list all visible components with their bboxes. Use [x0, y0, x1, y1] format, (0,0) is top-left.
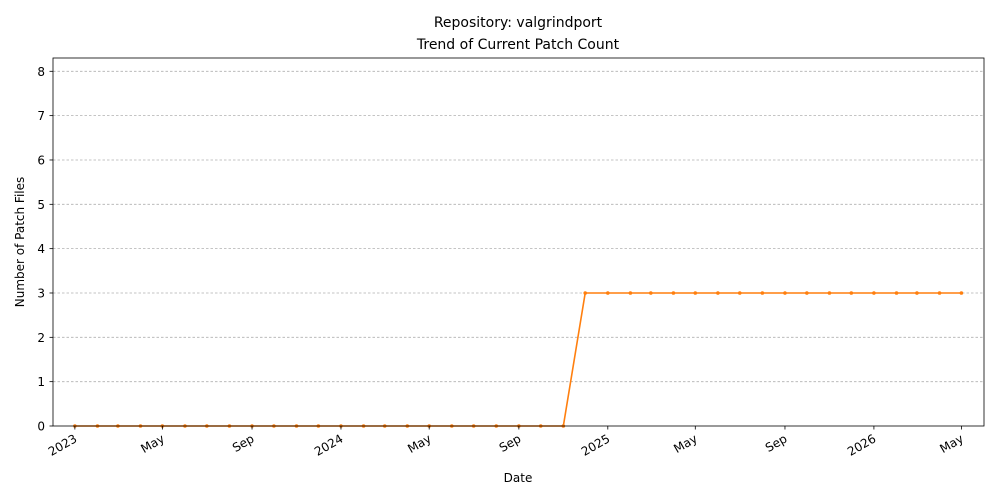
- data-point: [894, 291, 899, 295]
- data-point: [628, 291, 633, 295]
- x-tick-label: Sep: [497, 431, 524, 454]
- data-point: [959, 291, 964, 295]
- x-tick-label: 2026: [845, 431, 878, 458]
- x-tick-label: May: [405, 431, 433, 456]
- data-point: [872, 291, 876, 295]
- data-point: [583, 291, 588, 295]
- data-point: [915, 291, 919, 295]
- y-tick-label: 1: [37, 375, 45, 389]
- x-tick-label: Sep: [230, 431, 257, 454]
- y-tick-label: 6: [37, 153, 45, 167]
- y-tick-label: 8: [37, 65, 45, 79]
- x-axis-label: Date: [504, 471, 533, 485]
- data-point: [716, 291, 720, 295]
- y-tick-label: 7: [37, 109, 45, 123]
- data-point: [649, 291, 653, 295]
- data-point: [783, 291, 787, 295]
- chart-subtitle: Trend of Current Patch Count: [416, 37, 620, 53]
- x-tick-label: May: [138, 431, 166, 456]
- data-point: [693, 291, 698, 295]
- y-gridlines: [53, 70, 984, 383]
- x-tick-label: May: [671, 431, 699, 456]
- data-point: [805, 291, 809, 295]
- y-tick-label: 3: [37, 286, 45, 300]
- data-point: [849, 291, 854, 295]
- data-point: [737, 291, 742, 295]
- plot-area: [73, 291, 964, 428]
- y-tick-label: 0: [37, 420, 45, 434]
- y-tick-label: 5: [37, 198, 45, 212]
- y-tick-label: 4: [37, 242, 45, 256]
- data-point: [760, 291, 765, 295]
- x-tick-label: 2025: [579, 431, 612, 458]
- y-axis: 0 1 2 3 4 5 6 7 8: [37, 65, 53, 434]
- x-axis: 2023 May Sep 2024 May Sep 2025 May Sep 2026 May: [46, 426, 966, 459]
- data-point: [606, 291, 610, 295]
- y-tick-label: 2: [37, 331, 45, 345]
- y-axis-label: Number of Patch Files: [13, 177, 27, 308]
- plot-frame: [52, 57, 985, 427]
- x-tick-label: May: [937, 431, 965, 456]
- data-point: [937, 291, 942, 295]
- data-point: [671, 291, 676, 295]
- series-line: [74, 292, 962, 427]
- chart-title: Repository: valgrindport: [434, 15, 603, 31]
- x-tick-label: 2024: [312, 431, 345, 458]
- x-tick-label: Sep: [763, 431, 790, 454]
- data-point: [827, 291, 832, 295]
- x-tick-label: 2023: [46, 431, 79, 458]
